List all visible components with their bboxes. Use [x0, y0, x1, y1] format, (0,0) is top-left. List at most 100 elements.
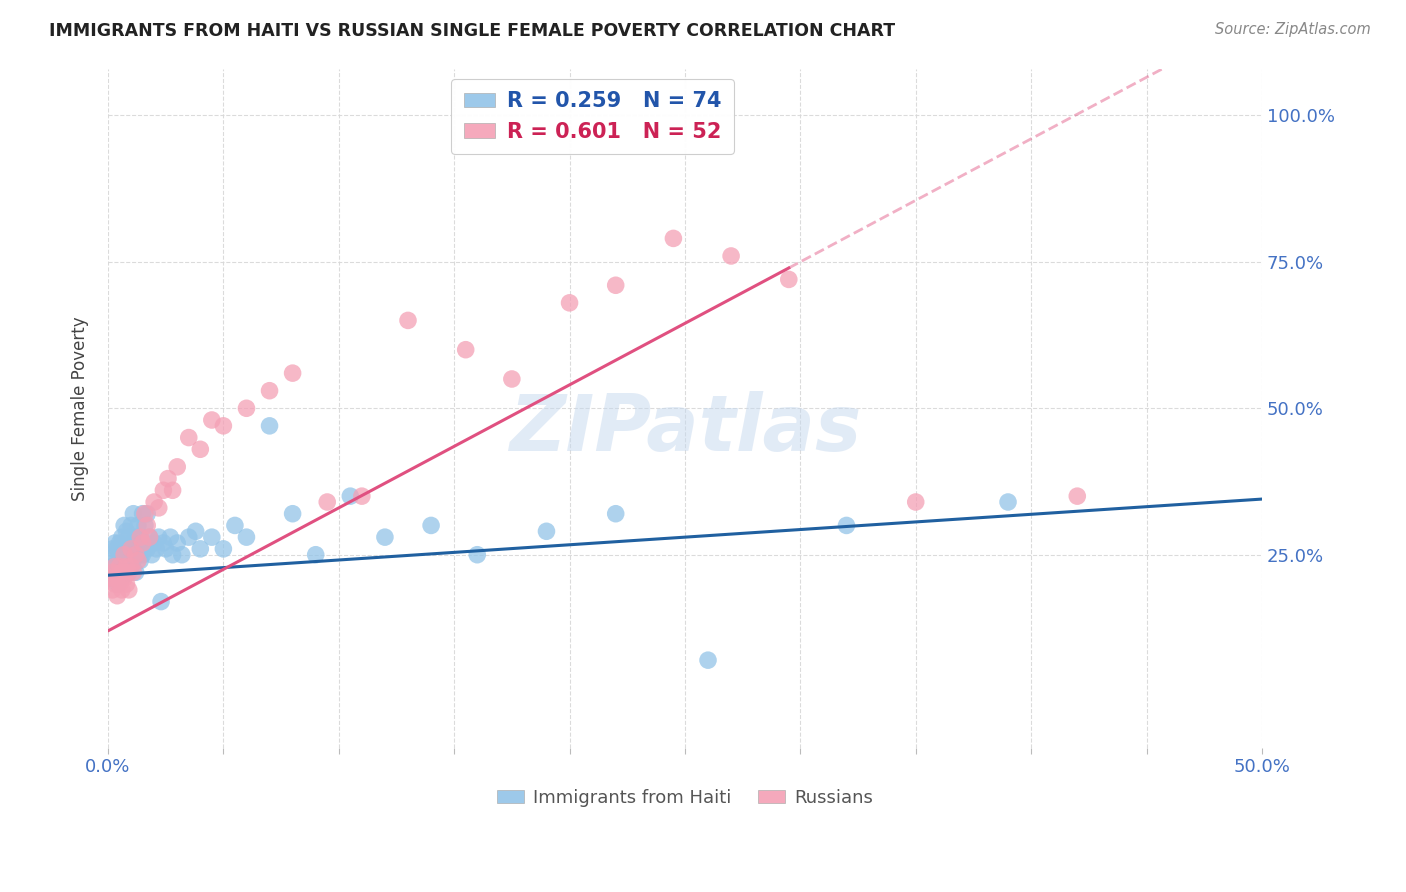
- Point: [120, 541, 142, 556]
- Point: [122, 507, 145, 521]
- Point: [835, 518, 858, 533]
- Point: [536, 524, 558, 539]
- Point: [201, 413, 224, 427]
- Point: [136, 541, 159, 556]
- Point: [155, 541, 177, 556]
- Legend: Immigrants from Haiti, Russians: Immigrants from Haiti, Russians: [489, 781, 880, 814]
- Point: [115, 541, 138, 556]
- Point: [134, 518, 156, 533]
- Point: [904, 495, 927, 509]
- Point: [162, 483, 184, 498]
- Point: [420, 518, 443, 533]
- Point: [105, 589, 128, 603]
- Point: [131, 548, 153, 562]
- Point: [101, 541, 124, 556]
- Point: [112, 518, 135, 533]
- Point: [118, 548, 141, 562]
- Point: [101, 566, 124, 580]
- Point: [104, 577, 127, 591]
- Point: [778, 272, 800, 286]
- Point: [104, 566, 127, 580]
- Point: [118, 566, 141, 580]
- Point: [558, 296, 581, 310]
- Point: [177, 530, 200, 544]
- Point: [259, 418, 281, 433]
- Point: [125, 548, 148, 562]
- Point: [136, 507, 159, 521]
- Point: [105, 541, 128, 556]
- Point: [104, 559, 127, 574]
- Point: [108, 566, 131, 580]
- Point: [454, 343, 477, 357]
- Point: [339, 489, 361, 503]
- Point: [104, 548, 127, 562]
- Point: [720, 249, 742, 263]
- Point: [259, 384, 281, 398]
- Point: [1066, 489, 1088, 503]
- Point: [98, 571, 121, 585]
- Point: [111, 541, 134, 556]
- Point: [697, 653, 720, 667]
- Point: [212, 418, 235, 433]
- Point: [131, 507, 153, 521]
- Point: [129, 553, 152, 567]
- Point: [138, 530, 160, 544]
- Point: [104, 536, 127, 550]
- Point: [127, 518, 149, 533]
- Point: [150, 594, 173, 608]
- Point: [177, 431, 200, 445]
- Point: [105, 553, 128, 567]
- Point: [188, 442, 211, 457]
- Point: [120, 559, 142, 574]
- Point: [101, 559, 124, 574]
- Point: [115, 577, 138, 591]
- Point: [143, 495, 166, 509]
- Point: [112, 548, 135, 562]
- Point: [112, 571, 135, 585]
- Point: [605, 278, 627, 293]
- Point: [125, 566, 148, 580]
- Point: [118, 582, 141, 597]
- Point: [138, 530, 160, 544]
- Point: [281, 366, 304, 380]
- Point: [108, 536, 131, 550]
- Point: [212, 541, 235, 556]
- Point: [115, 524, 138, 539]
- Point: [111, 553, 134, 567]
- Point: [134, 541, 156, 556]
- Point: [305, 548, 328, 562]
- Text: Source: ZipAtlas.com: Source: ZipAtlas.com: [1215, 22, 1371, 37]
- Point: [316, 495, 339, 509]
- Point: [224, 518, 246, 533]
- Point: [120, 541, 142, 556]
- Point: [143, 536, 166, 550]
- Point: [170, 548, 193, 562]
- Point: [152, 536, 174, 550]
- Point: [501, 372, 523, 386]
- Point: [115, 559, 138, 574]
- Point: [152, 483, 174, 498]
- Point: [125, 530, 148, 544]
- Point: [108, 548, 131, 562]
- Point: [122, 553, 145, 567]
- Point: [120, 559, 142, 574]
- Point: [115, 559, 138, 574]
- Point: [112, 566, 135, 580]
- Text: IMMIGRANTS FROM HAITI VS RUSSIAN SINGLE FEMALE POVERTY CORRELATION CHART: IMMIGRANTS FROM HAITI VS RUSSIAN SINGLE …: [49, 22, 896, 40]
- Point: [605, 507, 627, 521]
- Point: [136, 518, 159, 533]
- Point: [235, 530, 257, 544]
- Point: [166, 536, 188, 550]
- Point: [188, 541, 211, 556]
- Point: [145, 541, 167, 556]
- Point: [111, 530, 134, 544]
- Point: [141, 548, 163, 562]
- Point: [662, 231, 685, 245]
- Point: [122, 566, 145, 580]
- Point: [235, 401, 257, 416]
- Point: [127, 548, 149, 562]
- Point: [148, 500, 170, 515]
- Point: [98, 571, 121, 585]
- Point: [129, 530, 152, 544]
- Point: [118, 530, 141, 544]
